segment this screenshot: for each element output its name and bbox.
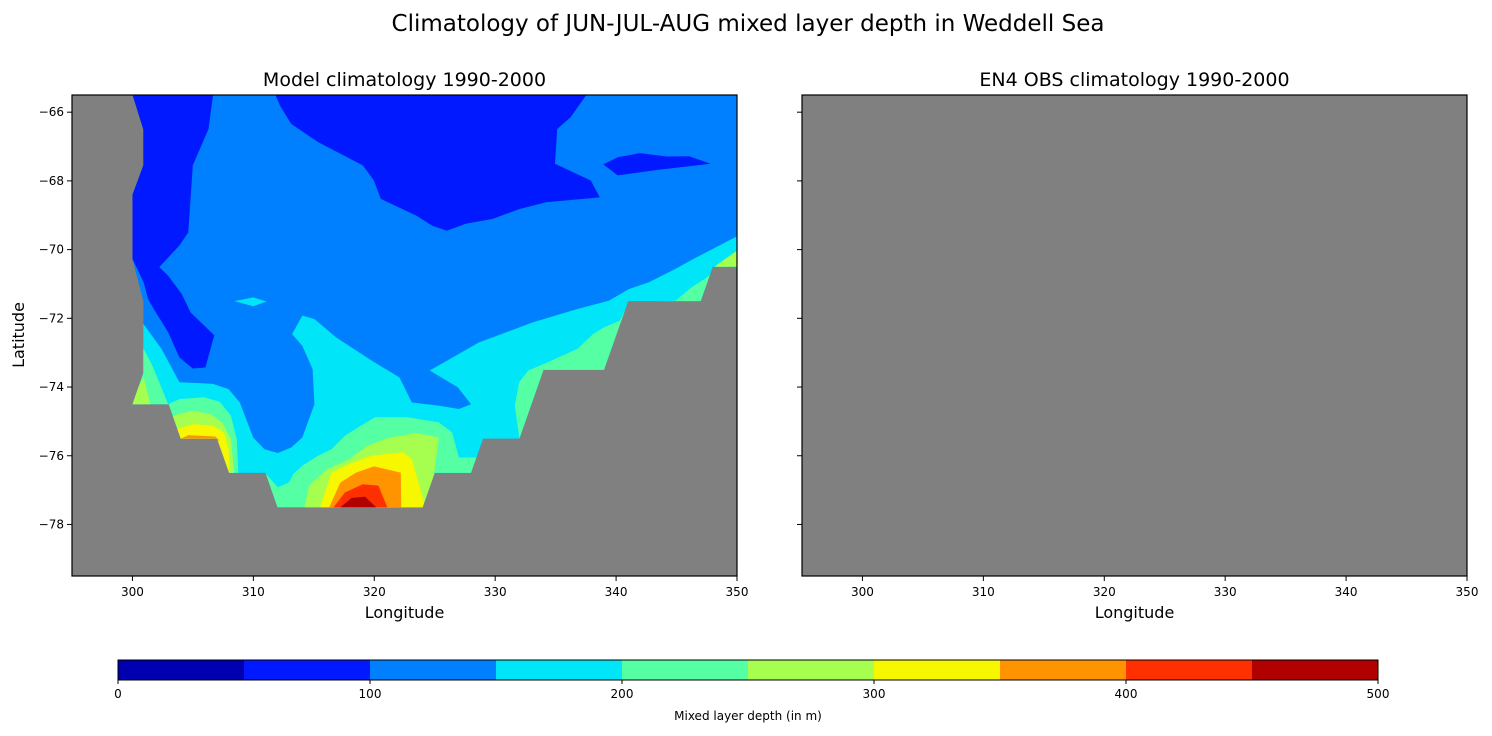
- x-tick-label: 350: [1456, 585, 1479, 599]
- obs-panel: EN4 OBS climatology 1990-2000 300 310 320 33…: [797, 69, 1478, 622]
- x-tick-label: 310: [242, 585, 265, 599]
- contour-region-50-100: [275, 95, 600, 231]
- colorbar-segment-150-200: [496, 660, 623, 680]
- y-tick-label: −72: [39, 311, 64, 325]
- colorbar-segment-50-100: [244, 660, 371, 680]
- axes-frame: [801, 94, 1468, 577]
- x-tick-label: 330: [484, 585, 507, 599]
- contour-region-50-100: [603, 153, 711, 176]
- colorbar-segment-250-300: [748, 660, 875, 680]
- colorbar-tick-label: 500: [1367, 687, 1390, 701]
- y-tick-label: −76: [39, 449, 64, 463]
- y-tick-label: −74: [39, 380, 64, 394]
- axes-frame: [71, 94, 738, 577]
- y-tick-label: −68: [39, 174, 64, 188]
- panel-title: EN4 OBS climatology 1990-2000: [979, 69, 1289, 91]
- x-tick-label: 320: [363, 585, 386, 599]
- y-tick-label: −66: [39, 105, 64, 119]
- y-tick-label: −78: [39, 517, 64, 531]
- x-tick-label: 340: [605, 585, 628, 599]
- colorbar-tick-label: 100: [359, 687, 382, 701]
- land-mask: [802, 95, 1467, 576]
- contour-region-50-100: [132, 95, 215, 369]
- colorbar-segment-100-150: [370, 660, 497, 680]
- contour-region-250-300: [713, 250, 737, 268]
- x-axis-label: Longitude: [365, 603, 445, 622]
- x-tick-label: 340: [1335, 585, 1358, 599]
- colorbar-segment-400-450: [1126, 660, 1253, 680]
- x-tick-label: 300: [851, 585, 874, 599]
- contour-region-150-200: [234, 297, 267, 307]
- colorbar-segment-0-50: [118, 660, 245, 680]
- x-tick-label: 320: [1093, 585, 1116, 599]
- colorbar-segment-200-250: [622, 660, 749, 680]
- colorbar-segment-350-400: [1000, 660, 1127, 680]
- colorbar-tick-label: 0: [114, 687, 122, 701]
- colorbar-segment-300-350: [874, 660, 1001, 680]
- panel-title: Model climatology 1990-2000: [263, 69, 546, 91]
- colorbar: 0 100 200 300 400 500 Mixed layer depth (in m): [114, 659, 1390, 723]
- colorbar-label: Mixed layer depth (in m): [674, 709, 822, 723]
- x-tick-label: 330: [1214, 585, 1237, 599]
- colorbar-segment-450-500: [1252, 660, 1379, 680]
- x-tick-label: 300: [121, 585, 144, 599]
- x-axis-label: Longitude: [1095, 603, 1175, 622]
- y-axis-label: Latitude: [9, 302, 28, 368]
- y-tick-label: −70: [39, 243, 64, 257]
- colorbar-frame: [117, 659, 1379, 681]
- colorbar-tick-label: 300: [863, 687, 886, 701]
- x-tick-label: 350: [726, 585, 749, 599]
- figure-title: Climatology of JUN-JUL-AUG mixed layer d…: [392, 11, 1105, 37]
- model-panel: Model climatology 1990-2000 300 310 320 330 3…: [9, 69, 749, 622]
- colorbar-tick-label: 400: [1115, 687, 1138, 701]
- colorbar-tick-label: 200: [611, 687, 634, 701]
- x-tick-label: 310: [972, 585, 995, 599]
